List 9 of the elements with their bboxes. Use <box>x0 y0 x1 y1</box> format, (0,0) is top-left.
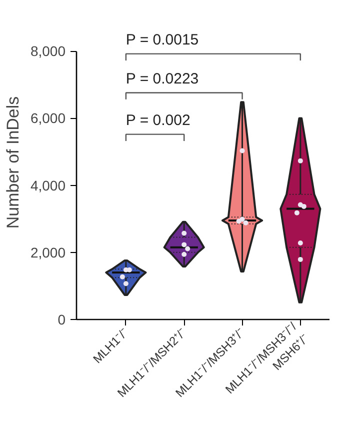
text: P = 0.0015 <box>126 31 199 48</box>
y-tick-label: 8,000 <box>30 43 66 60</box>
y-axis-title: Number of InDels <box>3 96 22 229</box>
annotation: P = 0.0223 <box>126 70 199 88</box>
annotation: P = 0.002 <box>126 112 190 129</box>
y-tick-label: 0 <box>58 312 66 328</box>
y-tick-label: 4,000 <box>30 177 66 194</box>
y-tick-label: 2,000 <box>30 244 66 260</box>
y-tick-label: 6,000 <box>30 110 66 126</box>
